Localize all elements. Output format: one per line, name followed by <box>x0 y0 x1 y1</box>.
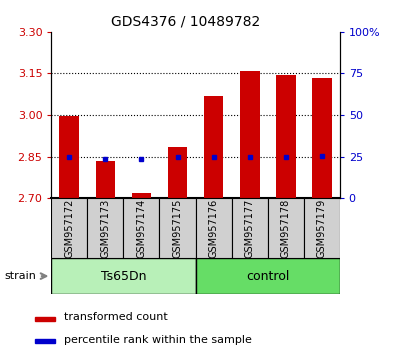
Bar <box>35 339 55 343</box>
Text: strain: strain <box>4 271 36 281</box>
Text: GSM957174: GSM957174 <box>136 199 147 258</box>
Bar <box>160 198 196 258</box>
Bar <box>132 193 151 198</box>
Text: percentile rank within the sample: percentile rank within the sample <box>64 335 252 344</box>
Text: Ts65Dn: Ts65Dn <box>101 270 146 282</box>
Text: GSM957178: GSM957178 <box>280 199 291 258</box>
Bar <box>35 316 55 321</box>
Bar <box>276 75 295 198</box>
Bar <box>167 147 187 198</box>
Text: transformed count: transformed count <box>64 312 168 322</box>
Text: GDS4376 / 10489782: GDS4376 / 10489782 <box>111 14 260 28</box>
Text: GSM957172: GSM957172 <box>64 199 74 258</box>
Bar <box>196 258 340 294</box>
Bar <box>51 198 87 258</box>
Bar <box>60 116 79 198</box>
Bar <box>96 161 115 198</box>
Bar <box>51 258 196 294</box>
Text: GSM957173: GSM957173 <box>100 199 111 258</box>
Bar <box>312 78 331 198</box>
Bar <box>123 198 160 258</box>
Text: control: control <box>246 270 289 282</box>
Text: GSM957176: GSM957176 <box>209 199 218 258</box>
Text: GSM957175: GSM957175 <box>173 199 182 258</box>
Text: GSM957177: GSM957177 <box>245 199 255 258</box>
Bar <box>240 71 260 198</box>
Bar <box>204 96 224 198</box>
Text: GSM957179: GSM957179 <box>317 199 327 258</box>
Bar <box>267 198 304 258</box>
Bar <box>304 198 340 258</box>
Bar <box>231 198 267 258</box>
Bar <box>87 198 123 258</box>
Bar <box>196 198 231 258</box>
